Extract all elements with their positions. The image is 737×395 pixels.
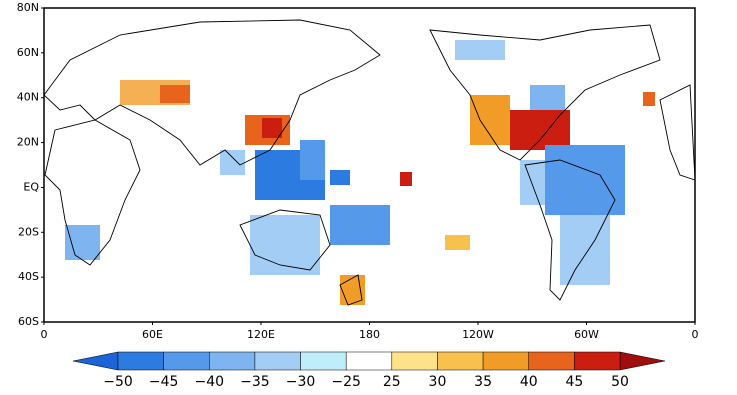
colorbar-box (391, 351, 438, 371)
lat-label: 40N (17, 91, 39, 104)
lat-label: 60N (17, 46, 39, 59)
colorbar-box (574, 351, 621, 371)
colorbar-label: 40 (520, 374, 538, 390)
map (43, 7, 696, 323)
colorbar-label: 45 (565, 374, 583, 390)
colorbar-box (163, 351, 210, 371)
lon-label: 0 (41, 328, 48, 341)
colorbar-box (345, 351, 393, 371)
lat-label: 20N (17, 136, 39, 149)
colorbar-arrow-right (619, 351, 666, 371)
colorbar-arrow-left (72, 351, 119, 371)
lon-label: 120W (462, 328, 494, 341)
colorbar-label: −45 (149, 374, 179, 390)
colorbar-label: −40 (194, 374, 224, 390)
colorbar-box (209, 351, 256, 371)
lat-label: 20S (18, 225, 39, 238)
lon-label: 180 (359, 328, 380, 341)
colorbar-box (300, 351, 347, 371)
colorbar-label: 30 (429, 374, 447, 390)
lat-label: 40S (18, 270, 39, 283)
lon-label: 120E (247, 328, 275, 341)
colorbar-box (437, 351, 484, 371)
lon-label: 60W (574, 328, 599, 341)
lat-label: 60S (18, 315, 39, 328)
colorbar-label: 35 (474, 374, 492, 390)
colorbar: −50 −45 −40 −35 −30 −25 25 30 35 40 45 50 (72, 351, 666, 390)
colorbar-label: 25 (383, 374, 401, 390)
coastlines (43, 19, 696, 306)
colorbar-label: −35 (240, 374, 270, 390)
lon-label: 0 (692, 328, 699, 341)
colorbar-label: −50 (103, 374, 133, 390)
colorbar-label: −25 (331, 374, 361, 390)
colorbar-box (117, 351, 164, 371)
colorbar-label: 50 (611, 374, 629, 390)
lon-label: 60E (142, 328, 163, 341)
colorbar-box (528, 351, 575, 371)
colorbar-label: −30 (286, 374, 316, 390)
lat-label: EQ (23, 180, 39, 193)
colorbar-box (482, 351, 529, 371)
colorbar-box (254, 351, 301, 371)
lat-label: 80N (17, 1, 39, 14)
